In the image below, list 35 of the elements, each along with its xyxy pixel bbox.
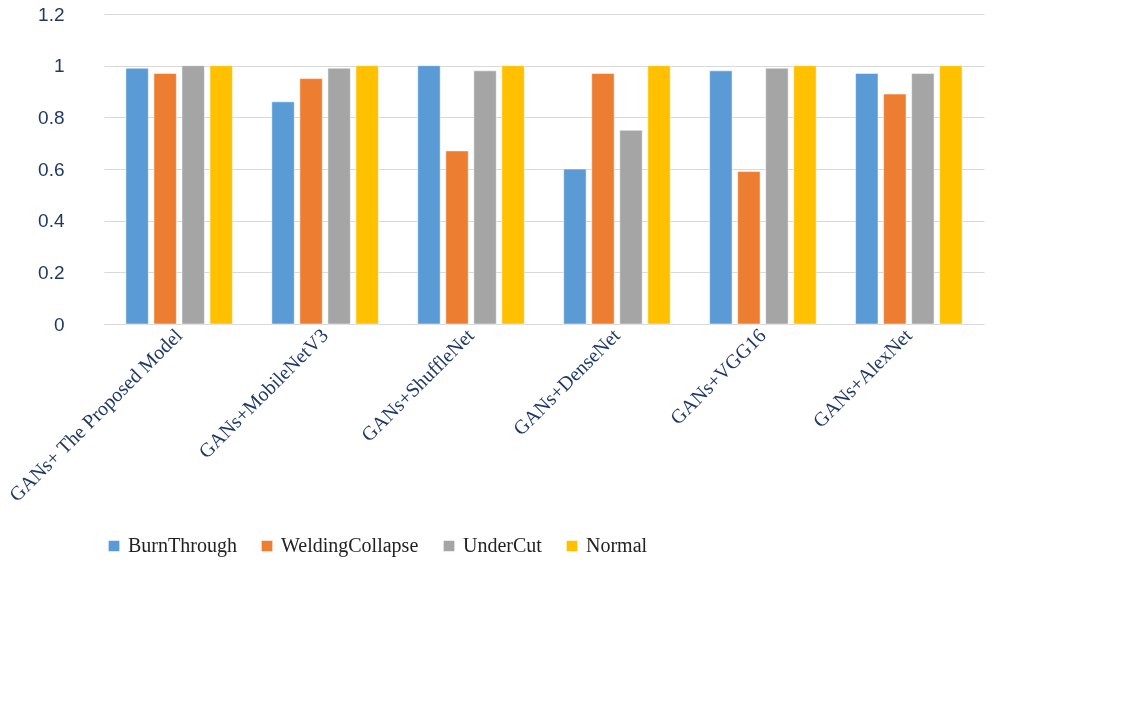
bar xyxy=(911,73,935,325)
bar xyxy=(125,68,149,325)
legend-label: BurnThrough xyxy=(128,534,237,557)
bar xyxy=(619,130,643,325)
bar xyxy=(709,70,733,325)
y-tick-label: 0.2 xyxy=(38,261,65,283)
y-tick-label: 0.4 xyxy=(38,210,65,232)
bar xyxy=(737,171,761,325)
bar xyxy=(591,73,615,325)
bar xyxy=(473,70,497,325)
bar xyxy=(793,65,817,325)
bar xyxy=(501,65,525,325)
bar xyxy=(417,65,441,325)
y-tick-label: 1.2 xyxy=(38,3,65,25)
y-tick-label: 1 xyxy=(53,55,65,77)
legend-label: Normal xyxy=(586,534,648,556)
bar xyxy=(647,65,671,325)
y-tick-label: 0.6 xyxy=(38,158,65,180)
bar xyxy=(327,68,351,325)
bar xyxy=(445,150,469,325)
bar xyxy=(181,65,205,325)
legend-label: WeldingCollapse xyxy=(281,534,419,557)
bar xyxy=(883,93,907,325)
bar xyxy=(153,73,177,325)
bar xyxy=(855,73,879,325)
bar xyxy=(563,168,587,325)
legend-label: UnderCut xyxy=(463,534,543,556)
bar xyxy=(355,65,379,325)
bar xyxy=(765,68,789,325)
bar xyxy=(209,65,233,325)
y-tick-label: 0 xyxy=(53,313,65,335)
bar xyxy=(939,65,963,325)
bar xyxy=(271,101,295,325)
bar xyxy=(299,78,323,325)
y-tick-label: 0.8 xyxy=(38,106,65,128)
